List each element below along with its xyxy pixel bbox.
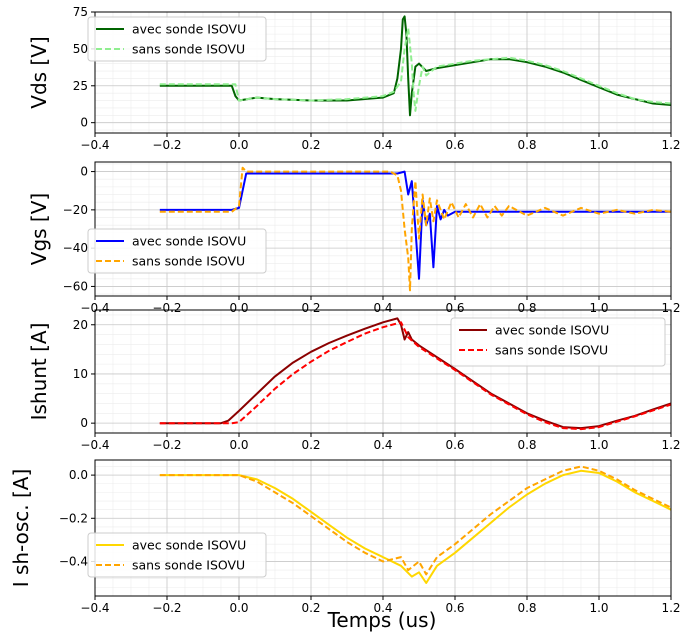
x-tick-label: 0.2: [301, 438, 320, 452]
x-tick-label: 1.2: [661, 301, 680, 315]
x-axis-label: Temps (us): [327, 608, 437, 632]
x-tick-label: −0.2: [152, 438, 181, 452]
y-axis-label: Ishunt [A]: [27, 323, 51, 421]
x-tick-label: 1.0: [589, 301, 608, 315]
legend: avec sonde ISOVU sans sonde ISOVU: [87, 16, 267, 62]
y-tick-label: −0.2: [59, 511, 88, 525]
x-tick-label: −0.4: [80, 601, 109, 615]
y-tick-label: −0.4: [59, 554, 88, 568]
y-tick-label: 0: [80, 165, 88, 179]
chart-panel-2: −0.4 −0.2 0.0 0.2 0.4 0.6 0.8 1.0 1.2 0 −20 −40 −60 V…: [27, 161, 681, 315]
y-tick-label: −20: [63, 203, 88, 217]
y-tick-label: 0: [80, 116, 88, 130]
x-tick-label: 1.2: [661, 438, 680, 452]
y-tick-label: −60: [63, 279, 88, 293]
legend: avec sonde ISOVU sans sonde ISOVU: [87, 228, 267, 274]
x-tick-label: −0.2: [152, 601, 181, 615]
legend-label: sans sonde ISOVU: [132, 42, 245, 57]
y-tick-label: −40: [63, 241, 88, 255]
x-tick-label: 0.0: [229, 438, 248, 452]
x-tick-label: −0.2: [152, 138, 181, 152]
x-tick-label: 0.8: [517, 301, 536, 315]
x-tick-label: −0.4: [80, 438, 109, 452]
y-tick-label: 75: [73, 5, 88, 19]
x-tick-label: 0.8: [517, 438, 536, 452]
x-tick-label: 0.8: [517, 601, 536, 615]
x-tick-label: 0.2: [301, 138, 320, 152]
legend-label: sans sonde ISOVU: [132, 254, 245, 269]
legend-label: avec sonde ISOVU: [495, 323, 609, 338]
x-tick-label: 0.2: [301, 601, 320, 615]
series-line-2: [159, 321, 672, 431]
y-tick-label: 10: [73, 367, 88, 381]
legend-label: avec sonde ISOVU: [132, 538, 246, 553]
chart-panel-3: −0.4 −0.2 0.0 0.2 0.4 0.6 0.8 1.0 1.2 0 10 20 Ishunt…: [27, 309, 681, 452]
legend-box: [87, 532, 267, 578]
legend-label: sans sonde ISOVU: [132, 558, 245, 573]
x-tick-label: 1.0: [589, 138, 608, 152]
y-tick-label: 0: [80, 416, 88, 430]
series-line-2: [159, 465, 672, 576]
x-tick-label: 0.4: [373, 438, 392, 452]
y-axis-label: I sh-osc. [A]: [9, 469, 33, 588]
legend: avec sonde ISOVU sans sonde ISOVU: [87, 532, 267, 578]
x-tick-label: 1.2: [661, 601, 680, 615]
chart-panel-4: −0.4 −0.2 0.0 0.2 0.4 0.6 0.8 1.0 1.2 0.0 −0.2 −0.4…: [9, 459, 681, 615]
x-tick-label: 0.2: [301, 301, 320, 315]
y-axis-label: Vds [V]: [27, 36, 51, 108]
x-tick-label: 0.0: [229, 601, 248, 615]
legend-label: sans sonde ISOVU: [495, 343, 608, 358]
series-line-1: [159, 15, 672, 117]
legend-box: [87, 228, 267, 274]
x-tick-label: 0.8: [517, 138, 536, 152]
x-tick-label: 0.4: [373, 601, 392, 615]
legend: avec sonde ISOVU sans sonde ISOVU: [450, 317, 666, 367]
x-tick-label: 1.0: [589, 601, 608, 615]
legend-label: avec sonde ISOVU: [132, 22, 246, 37]
x-tick-label: 0.4: [373, 301, 392, 315]
y-tick-label: 0.0: [69, 468, 88, 482]
x-tick-label: 0.0: [229, 301, 248, 315]
chart-panel-1: −0.4 −0.2 0.0 0.2 0.4 0.6 0.8 1.0 1.2 0 25 50 75 Vds …: [27, 5, 681, 152]
series-line-1: [159, 469, 672, 584]
legend-label: avec sonde ISOVU: [132, 234, 246, 249]
x-tick-label: −0.4: [80, 301, 109, 315]
legend-box: [87, 16, 267, 62]
y-tick-label: 20: [73, 318, 88, 332]
x-tick-label: 1.2: [661, 138, 680, 152]
x-tick-label: 0.6: [445, 138, 464, 152]
x-tick-label: 0.6: [445, 301, 464, 315]
series-line-2: [159, 27, 672, 112]
x-tick-label: −0.4: [80, 138, 109, 152]
x-tick-label: 1.0: [589, 438, 608, 452]
series-line-1: [159, 317, 672, 430]
x-tick-label: 0.4: [373, 138, 392, 152]
y-tick-label: 25: [73, 79, 88, 93]
legend-box: [450, 317, 666, 367]
x-tick-label: −0.2: [152, 301, 181, 315]
x-tick-label: 0.6: [445, 438, 464, 452]
y-axis-label: Vgs [V]: [27, 193, 51, 265]
x-tick-label: 0.0: [229, 138, 248, 152]
x-tick-label: 0.6: [445, 601, 464, 615]
series-line-2: [159, 166, 672, 292]
y-tick-label: 50: [73, 42, 88, 56]
